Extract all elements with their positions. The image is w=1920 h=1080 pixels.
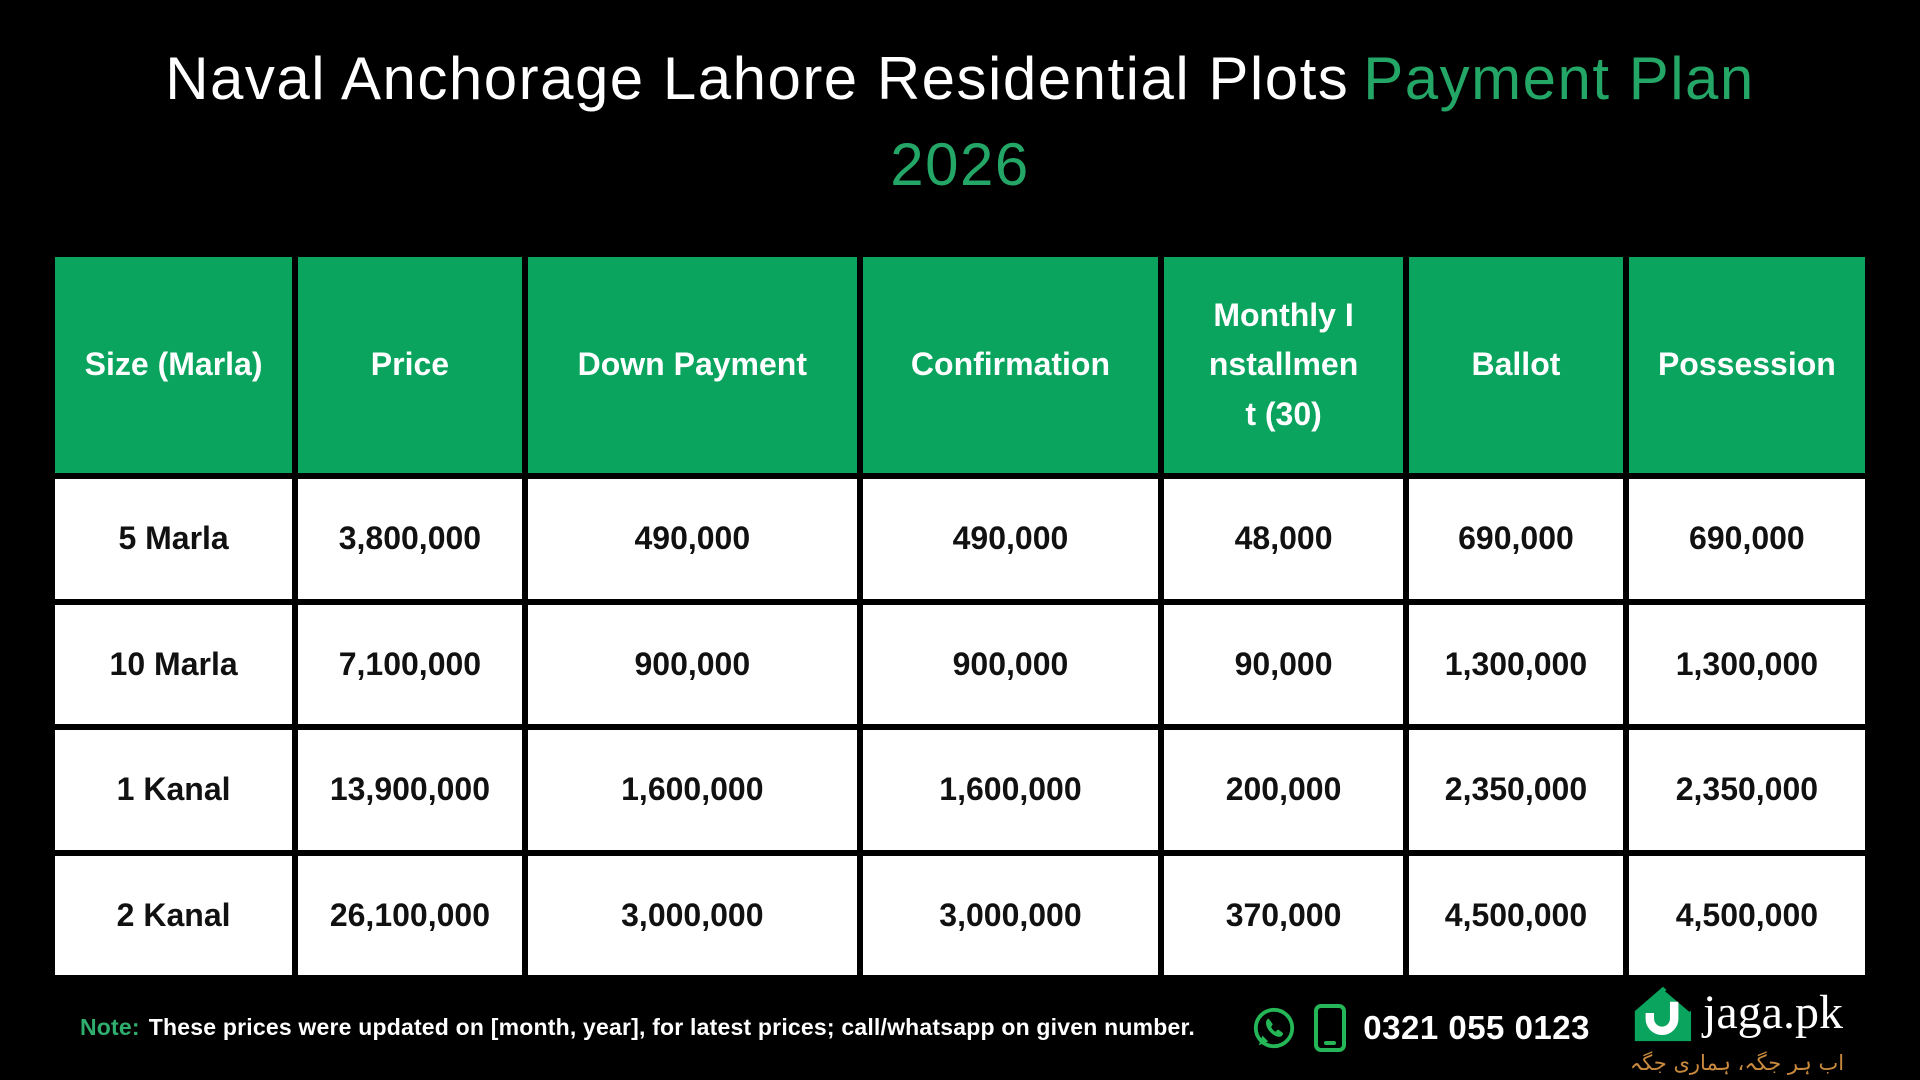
table-cell: 1,300,000 — [1409, 604, 1623, 724]
table-cell: 900,000 — [527, 604, 857, 724]
table-cell: 1,300,000 — [1628, 604, 1865, 724]
title-accent: Payment Plan — [1363, 45, 1755, 112]
table-cell: 48,000 — [1163, 479, 1404, 599]
table-cell: 200,000 — [1163, 730, 1404, 850]
jaga-house-logo-icon — [1631, 983, 1693, 1043]
header-cell-price: Price — [298, 257, 522, 473]
table-cell: 26,100,000 — [298, 855, 522, 975]
table-cell: 1,600,000 — [527, 730, 857, 850]
brand-name: jaga.pk — [1703, 986, 1843, 1039]
table-cell: 5 Marla — [55, 479, 293, 599]
note-label: Note: — [80, 1014, 140, 1040]
header-cell-possession: Possession — [1628, 257, 1865, 473]
phone-number: 0321 055 0123 — [1363, 1008, 1590, 1046]
table-cell: 370,000 — [1163, 855, 1404, 975]
table-cell: 490,000 — [862, 479, 1158, 599]
table-cell: 13,900,000 — [298, 730, 522, 850]
table-cell: 90,000 — [1163, 604, 1404, 724]
table-cell: 10 Marla — [55, 604, 293, 724]
mobile-phone-icon — [1311, 1002, 1349, 1054]
header-cell-confirmation: Confirmation — [862, 257, 1158, 473]
table-cell: 900,000 — [862, 604, 1158, 724]
table-cell: 3,000,000 — [527, 855, 857, 975]
table-cell: 1,600,000 — [862, 730, 1158, 850]
header-cell-ballot: Ballot — [1409, 257, 1623, 473]
footer: Note: These prices were updated on [mont… — [0, 975, 1920, 1080]
table-cell: 7,100,000 — [298, 604, 522, 724]
brand-tagline: اب ہر جگہ، ہماری جگہ — [1629, 1051, 1845, 1075]
table-cell: 4,500,000 — [1628, 855, 1865, 975]
table-cell: 3,800,000 — [298, 479, 522, 599]
header-cell-size: Size (Marla) — [55, 257, 293, 473]
price-note: Note: These prices were updated on [mont… — [80, 975, 1195, 1080]
whatsapp-icon — [1251, 1005, 1297, 1051]
note-text: These prices were updated on [month, yea… — [148, 1014, 1195, 1040]
page-title: Naval Anchorage Lahore Residential Plots… — [0, 36, 1920, 208]
brand-block: jaga.pk اب ہر جگہ، ہماری جگہ — [1612, 983, 1862, 1075]
title-line-1: Naval Anchorage Lahore Residential Plots… — [0, 36, 1920, 122]
table-cell: 2,350,000 — [1628, 730, 1865, 850]
title-year: 2026 — [890, 131, 1030, 198]
table-cell: 1 Kanal — [55, 730, 293, 850]
header-cell-monthly-installment: Monthly Installment (30) — [1163, 257, 1404, 473]
table-cell: 2 Kanal — [55, 855, 293, 975]
header-cell-down-payment: Down Payment — [527, 257, 857, 473]
table-cell: 490,000 — [527, 479, 857, 599]
table-cell: 2,350,000 — [1409, 730, 1623, 850]
table-cell: 690,000 — [1628, 479, 1865, 599]
title-main: Naval Anchorage Lahore Residential Plots — [165, 45, 1350, 112]
payment-plan-table: Size (Marla) Price Down Payment Confirma… — [55, 257, 1865, 975]
contact-block: 0321 055 0123 — [1251, 975, 1590, 1080]
table-cell: 3,000,000 — [862, 855, 1158, 975]
table-cell: 4,500,000 — [1409, 855, 1623, 975]
table-cell: 690,000 — [1409, 479, 1623, 599]
